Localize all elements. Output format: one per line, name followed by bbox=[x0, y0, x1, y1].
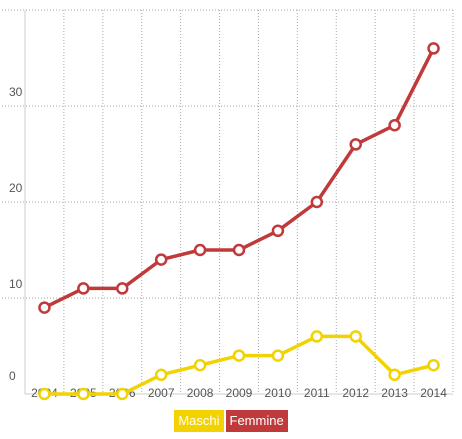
data-point-femmine[interactable] bbox=[310, 195, 324, 209]
legend: Maschi Femmine bbox=[0, 410, 462, 432]
data-point-femmine[interactable] bbox=[232, 243, 246, 257]
data-point-femmine[interactable] bbox=[193, 243, 207, 257]
x-tick-label: 2012 bbox=[342, 386, 369, 400]
data-point-femmine[interactable] bbox=[427, 42, 440, 55]
x-tick-label: 2009 bbox=[226, 386, 253, 400]
data-point-maschi[interactable] bbox=[193, 358, 207, 372]
data-point-femmine[interactable] bbox=[271, 224, 285, 238]
y-tick-label: 10 bbox=[9, 277, 23, 291]
data-point-femmine[interactable] bbox=[38, 301, 51, 314]
data-point-maschi[interactable] bbox=[388, 368, 401, 382]
data-point-maschi[interactable] bbox=[427, 358, 440, 372]
data-point-maschi[interactable] bbox=[349, 330, 362, 343]
y-tick-labels: 0 10 20 30 40 bbox=[9, 0, 23, 383]
x-tick-label: 2013 bbox=[381, 386, 408, 400]
x-tick-label: 2007 bbox=[148, 386, 175, 400]
data-point-maschi[interactable] bbox=[77, 387, 90, 401]
series-lines bbox=[38, 42, 440, 401]
y-tick-label: 20 bbox=[9, 181, 23, 195]
legend-item-femmine[interactable]: Femmine bbox=[225, 410, 288, 432]
data-point-femmine[interactable] bbox=[349, 138, 362, 151]
data-point-maschi[interactable] bbox=[310, 330, 324, 343]
x-tick-label: 2014 bbox=[420, 386, 447, 400]
y-tick-label: 30 bbox=[9, 85, 23, 99]
y-tick-label: 0 bbox=[9, 369, 16, 383]
data-point-maschi[interactable] bbox=[271, 349, 285, 362]
grid-lines bbox=[2, 9, 454, 394]
x-tick-label: 2008 bbox=[187, 386, 214, 400]
data-point-femmine[interactable] bbox=[154, 253, 168, 266]
legend-item-maschi[interactable]: Maschi bbox=[174, 410, 224, 432]
data-point-maschi[interactable] bbox=[38, 387, 51, 401]
data-point-maschi[interactable] bbox=[116, 387, 129, 401]
x-tick-label: 2010 bbox=[265, 386, 292, 400]
data-point-femmine[interactable] bbox=[116, 282, 129, 295]
data-point-maschi[interactable] bbox=[154, 368, 168, 382]
data-point-femmine[interactable] bbox=[77, 282, 90, 295]
data-point-femmine[interactable] bbox=[388, 118, 401, 132]
data-point-maschi[interactable] bbox=[232, 349, 246, 362]
y-tick-label: 40 bbox=[9, 0, 23, 3]
x-tick-label: 2011 bbox=[304, 386, 330, 400]
